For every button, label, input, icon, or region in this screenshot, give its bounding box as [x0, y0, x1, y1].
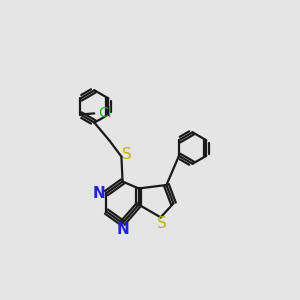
- Text: N: N: [93, 186, 106, 201]
- Text: S: S: [157, 216, 166, 231]
- Text: Cl: Cl: [98, 106, 112, 120]
- Text: S: S: [122, 147, 131, 162]
- Text: N: N: [117, 222, 129, 237]
